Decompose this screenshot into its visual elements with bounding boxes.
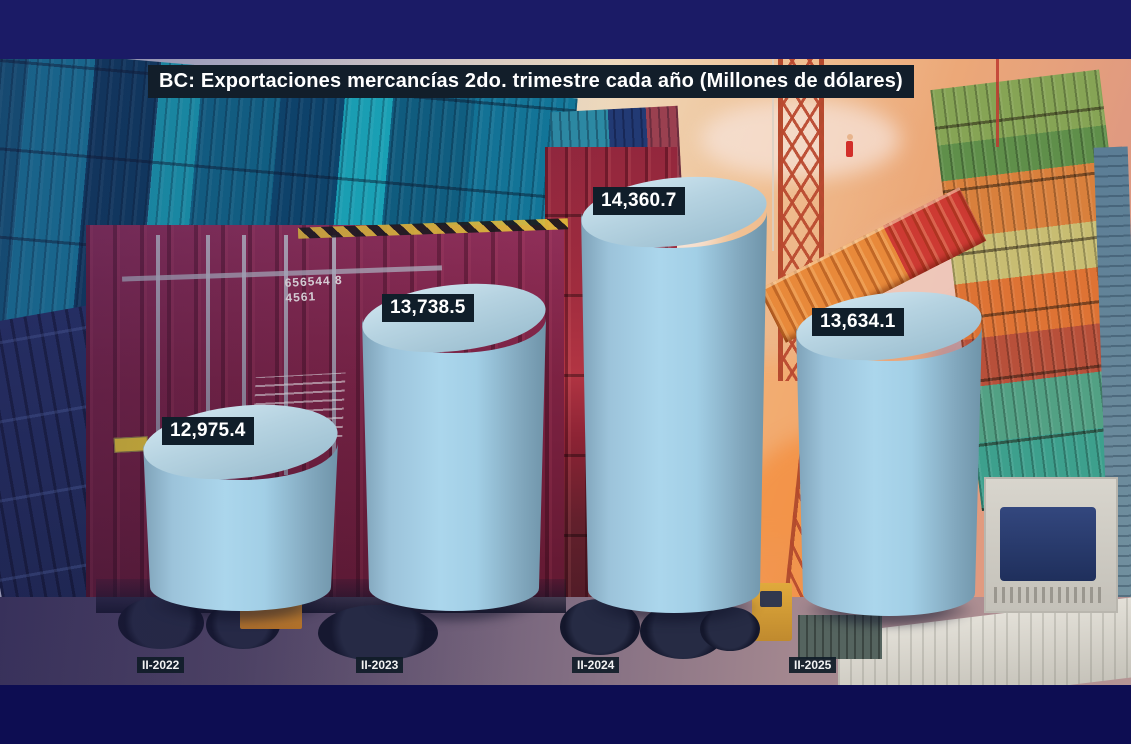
bar-value-label: 14,360.7 [593,187,685,215]
crane-line [996,59,999,147]
bar-value-label: 13,738.5 [382,294,474,322]
letterbox-bottom [0,685,1131,744]
lock-rod [156,235,160,475]
lock-rod [242,235,246,475]
bar-value-label: 12,975.4 [162,417,254,445]
cylinder-shape [362,283,546,611]
bar-cylinder-II-2023 [361,283,547,611]
x-axis-label: II-2025 [789,657,837,673]
cylinder-shape [581,176,767,613]
bars-layer: 12,975.4 II-2022 13,738.5 II-2023 [0,59,1131,685]
crane-cable [772,59,774,251]
bar-value-label: 13,634.1 [812,308,904,336]
x-axis-label: II-2023 [356,657,404,673]
bar-cylinder-II-2025 [795,291,983,616]
letterbox-top [0,0,1131,59]
lock-rod [206,235,210,475]
worker-figure [846,141,853,157]
cylinder-shape [796,291,982,616]
port-photo-background: 656544 8 4561 [0,59,1131,685]
bar-cylinder-II-2024 [580,176,768,613]
chart-title: BC: Exportaciones mercancías 2do. trimes… [148,65,914,98]
reefer-machinery [1000,507,1096,581]
reefer-grill [994,587,1104,603]
reefer-container [984,477,1118,613]
x-axis-label: II-2024 [572,657,620,673]
lock-rod [284,235,288,475]
lock-rod [332,235,336,475]
x-axis-label: II-2022 [137,657,185,673]
worker-figure-head [847,134,853,140]
